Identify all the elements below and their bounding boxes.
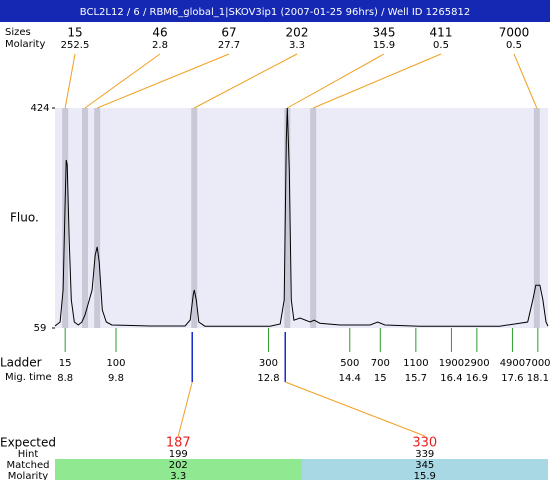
peak-connector: [96, 53, 230, 109]
ladder-size: 15: [59, 358, 72, 369]
ladder-size: 700: [371, 358, 390, 369]
peak-size: 46: [152, 26, 167, 40]
peak-band: [533, 108, 540, 328]
ladder-size: 500: [340, 358, 359, 369]
trace: [54, 107, 549, 327]
plot-area: [55, 108, 548, 328]
peak-connector: [513, 53, 538, 109]
ladder-size: 7000: [525, 358, 550, 369]
hint-size: 339: [415, 449, 434, 460]
peak-molarity: 27.7: [218, 40, 240, 51]
ladder-size: 300: [259, 358, 278, 369]
ladder-size: 1900: [439, 358, 464, 369]
ladder-time: 16.9: [466, 373, 488, 384]
sizes-label: Sizes: [5, 27, 31, 38]
peak-size: 15: [67, 26, 82, 40]
expected-connector: [177, 381, 193, 437]
peak-size: 7000: [499, 26, 530, 40]
ladder-time: 16.4: [440, 373, 462, 384]
match-column: [55, 459, 302, 480]
matched-size: 202: [169, 460, 188, 471]
peak-band: [284, 108, 291, 328]
peak-molarity: 15.9: [373, 40, 395, 51]
ladder-time: 18.1: [527, 373, 549, 384]
ladder-time: 15.7: [405, 373, 427, 384]
ladder-size: 2900: [464, 358, 489, 369]
mig-time-label: Mig. time: [5, 372, 52, 383]
ladder-size: 1100: [403, 358, 428, 369]
matched-size: 345: [415, 460, 434, 471]
y-tick-label: 424: [30, 103, 49, 114]
matched-molarity: 3.3: [170, 471, 186, 480]
ladder-time: 15: [374, 373, 387, 384]
peak-molarity: 0.5: [506, 40, 522, 51]
y-axis-label: Fluo.: [10, 211, 39, 225]
peak-molarity: 0.5: [433, 40, 449, 51]
peak-connector: [312, 53, 442, 109]
peak-band: [81, 108, 88, 328]
peak-band: [310, 108, 317, 328]
peak-molarity: 3.3: [289, 40, 305, 51]
peak-molarity: 252.5: [61, 40, 90, 51]
molarity-label: Molarity: [5, 39, 45, 50]
header-bar: [0, 0, 550, 22]
y-tick-label: 59: [34, 323, 47, 334]
expected-size: 187: [166, 436, 191, 451]
peak-connector: [287, 53, 385, 109]
hint-size: 199: [169, 449, 188, 460]
ladder-time: 17.6: [501, 373, 523, 384]
hint-label: Hint: [18, 449, 39, 460]
ladder-label: Ladder: [0, 356, 42, 370]
peak-connector: [194, 53, 298, 109]
peak-molarity: 2.8: [152, 40, 168, 51]
molarity-row-label: Molarity: [8, 471, 48, 480]
matched-label: Matched: [6, 460, 49, 471]
expected-connector: [285, 381, 425, 437]
peak-band: [94, 108, 101, 328]
peak-size: 67: [221, 26, 236, 40]
peak-connector: [84, 53, 161, 109]
header-title: BCL2L12 / 6 / RBM6_global_1|SKOV3ip1 (20…: [80, 7, 470, 18]
peak-size: 345: [373, 26, 396, 40]
ladder-size: 4900: [500, 358, 525, 369]
ladder-time: 12.8: [257, 373, 279, 384]
ladder-time: 14.4: [339, 373, 361, 384]
matched-molarity: 15.9: [414, 471, 436, 480]
expected-size: 330: [412, 436, 437, 451]
peak-size: 411: [430, 26, 453, 40]
match-column: [301, 459, 548, 480]
expected-label: Expected: [0, 436, 56, 450]
peak-size: 202: [286, 26, 309, 40]
peak-band: [191, 108, 198, 328]
ladder-time: 8.8: [57, 373, 73, 384]
peak-connector: [64, 53, 76, 109]
ladder-size: 100: [106, 358, 125, 369]
ladder-time: 9.8: [108, 373, 124, 384]
